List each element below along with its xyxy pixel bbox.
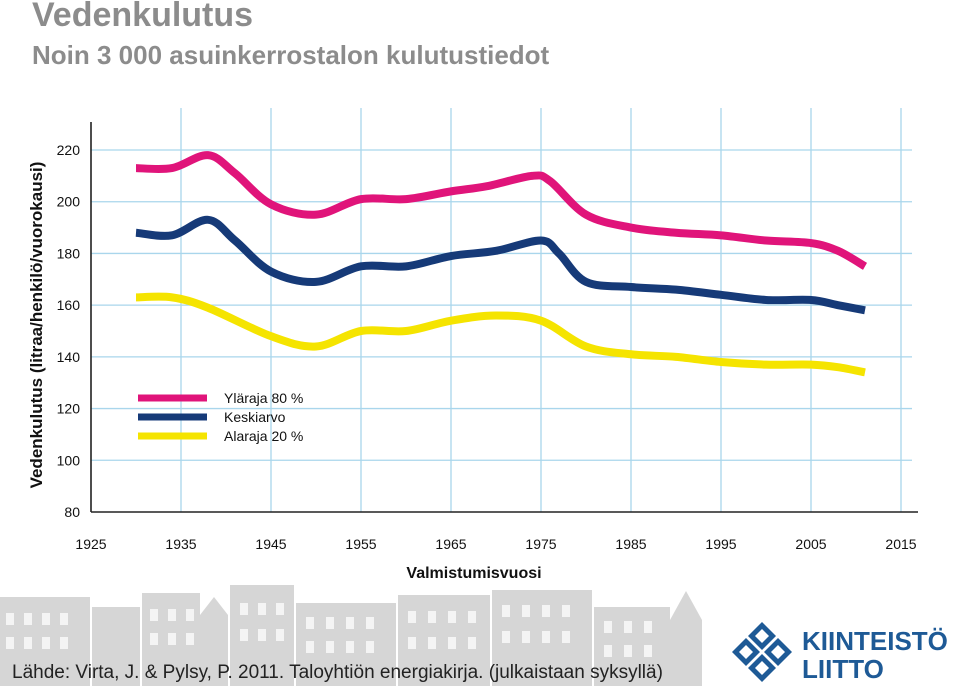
x-tick-label: 1975 xyxy=(525,536,556,552)
x-tick-label: 1965 xyxy=(435,536,466,552)
legend-label: Alaraja 20 % xyxy=(224,428,303,444)
y-tick-label: 80 xyxy=(64,504,80,520)
source-citation: Lähde: Virta, J. & Pylsy, P. 2011. Taloy… xyxy=(12,662,663,683)
y-tick-label: 100 xyxy=(57,452,81,468)
series-line-2 xyxy=(135,292,866,377)
y-tick-label: 200 xyxy=(57,194,81,210)
chart-series xyxy=(135,151,868,377)
x-tick-label: 1995 xyxy=(705,536,736,552)
y-tick-label: 120 xyxy=(57,401,81,417)
city-skyline-illustration xyxy=(0,585,702,686)
x-tick-label: 2015 xyxy=(885,536,916,552)
logo-text-line1: KIINTEISTÖ xyxy=(802,626,948,656)
kiinteistoliitto-logo: KIINTEISTÖ LIITTO xyxy=(732,622,948,682)
x-tick-label: 1985 xyxy=(615,536,646,552)
page-title: Vedenkulutus xyxy=(32,0,254,34)
series-line-0 xyxy=(135,151,868,270)
x-tick-label: 1925 xyxy=(75,536,106,552)
page-subtitle: Noin 3 000 asuinkerrostalon kulutustiedo… xyxy=(32,40,550,70)
x-tick-label: 1935 xyxy=(165,536,196,552)
y-tick-label: 140 xyxy=(57,349,81,365)
chart-legend: Yläraja 80 % Keskiarvo Alaraja 20 % xyxy=(138,390,303,444)
y-axis-label: Vedenkulutus (litraa/henkilö/vuorokausi) xyxy=(27,162,46,489)
legend-label: Keskiarvo xyxy=(224,409,286,425)
y-tick-label: 160 xyxy=(57,297,81,313)
x-axis-label: Valmistumisvuosi xyxy=(406,565,541,582)
x-tick-label: 1945 xyxy=(255,536,286,552)
series-line-1 xyxy=(135,215,866,315)
legend-label: Yläraja 80 % xyxy=(224,390,303,406)
chart-axes: 80 100 120 140 160 180 200 220 1925 1935 1945 1955 1… xyxy=(57,122,918,552)
x-tick-label: 1955 xyxy=(345,536,376,552)
logo-text-line2: LIITTO xyxy=(802,654,884,682)
line-chart: 80 100 120 140 160 180 200 220 1925 1935 1945 1955 1… xyxy=(27,108,918,582)
y-tick-label: 180 xyxy=(57,245,81,261)
y-tick-label: 220 xyxy=(57,142,81,158)
x-tick-label: 2005 xyxy=(795,536,826,552)
